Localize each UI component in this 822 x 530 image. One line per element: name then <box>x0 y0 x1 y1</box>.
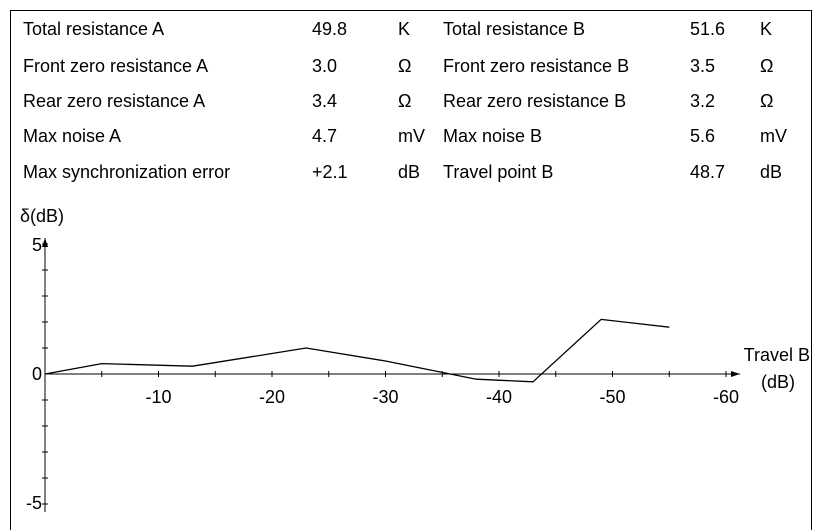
y-tick-label-5: 5 <box>32 235 42 255</box>
param-left-5-label: Max synchronization error <box>23 162 231 182</box>
param-left-4-label: Max noise A <box>23 126 122 146</box>
param-right-3-unit: Ω <box>760 91 774 111</box>
param-right-2-label: Front zero resistance B <box>443 56 630 76</box>
x-tick-label-60: -60 <box>713 387 739 407</box>
param-right-4-unit: mV <box>760 126 787 146</box>
x-axis-label: Travel B <box>744 345 810 365</box>
param-right-5-label: Travel point B <box>443 162 554 182</box>
y-tick-label-minus-5: -5 <box>26 493 42 513</box>
param-left-4-unit: mV <box>398 126 425 146</box>
x-axis-arrow <box>731 371 740 377</box>
param-left-1-label: Total resistance A <box>23 19 165 39</box>
param-left-2-unit: Ω <box>398 56 412 76</box>
param-left-3-label: Rear zero resistance A <box>23 91 206 111</box>
x-tick-label-40: -40 <box>486 387 512 407</box>
param-left-3-value: 3.4 <box>312 91 338 111</box>
param-right-4-label: Max noise B <box>443 126 543 146</box>
param-left-5-unit: dB <box>398 162 421 182</box>
param-left-5-value: +2.1 <box>312 162 348 182</box>
param-left-4-value: 4.7 <box>312 126 338 146</box>
series-line-1 <box>44 318 670 383</box>
x-tick-label-20: -20 <box>259 387 285 407</box>
param-right-1-value: 51.6 <box>690 19 726 39</box>
y-axis-arrow <box>42 238 48 247</box>
y-axis-label: δ(dB) <box>20 206 64 226</box>
param-right-1-label: Total resistance B <box>443 19 586 39</box>
param-left-3-unit: Ω <box>398 91 412 111</box>
param-right-5-unit: dB <box>760 162 783 182</box>
param-right-2-unit: Ω <box>760 56 774 76</box>
x-axis-unit-label: (dB) <box>761 372 795 392</box>
x-tick-label-10: -10 <box>145 387 171 407</box>
param-left-1-value: 49.8 <box>312 19 348 39</box>
param-right-2-value: 3.5 <box>690 56 716 76</box>
param-left-2-label: Front zero resistance A <box>23 56 209 76</box>
panel-frame <box>10 10 812 530</box>
y-tick-label-0: 0 <box>32 364 42 384</box>
param-right-4-value: 5.6 <box>690 126 716 146</box>
param-right-1-unit: K <box>760 19 773 39</box>
param-right-5-value: 48.7 <box>690 162 726 182</box>
x-tick-label-50: -50 <box>599 387 625 407</box>
x-tick-label-30: -30 <box>372 387 398 407</box>
param-left-1-unit: K <box>398 19 411 39</box>
param-left-2-value: 3.0 <box>312 56 338 76</box>
param-right-3-label: Rear zero resistance B <box>443 91 627 111</box>
param-right-3-value: 3.2 <box>690 91 716 111</box>
